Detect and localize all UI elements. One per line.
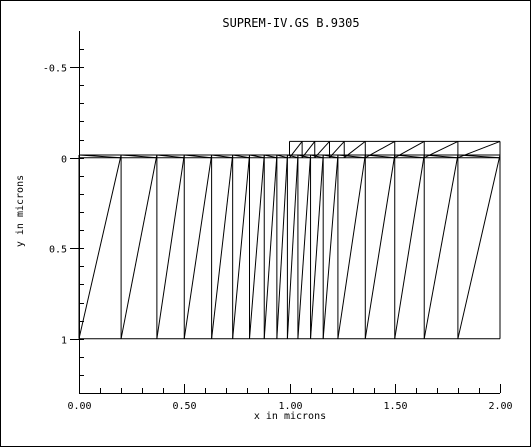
oxide-diagonal-edge bbox=[343, 141, 366, 159]
y-tick-label: 0 bbox=[61, 155, 67, 166]
oxide-diagonal-edge bbox=[424, 140, 459, 159]
mesh-diagonal-edge bbox=[364, 154, 396, 339]
oxide-diagonal-edge bbox=[301, 141, 316, 159]
surface-layer-diagonal bbox=[184, 154, 212, 159]
mesh-diagonal-edge bbox=[337, 154, 366, 339]
mesh-diagonal-edge bbox=[249, 154, 265, 339]
x-tick-label: 2.00 bbox=[488, 401, 512, 412]
x-tick-label: 1.00 bbox=[278, 401, 302, 412]
mesh-diagonal-edge bbox=[183, 154, 213, 339]
surface-layer-diagonal bbox=[156, 154, 185, 159]
mesh-diagonal-edge bbox=[286, 154, 299, 339]
surface-layer-diagonal bbox=[276, 154, 288, 159]
oxide-diagonal-edge bbox=[289, 141, 303, 159]
y-tick-label: 1 bbox=[61, 336, 67, 347]
y-tick-label: -0.5 bbox=[43, 64, 67, 75]
y-axis-label: y in microns bbox=[15, 175, 26, 247]
surface-layer-diagonal bbox=[249, 154, 265, 159]
surface-layer-diagonal bbox=[297, 154, 311, 159]
mesh-diagonal-edge bbox=[310, 154, 324, 339]
surface-layer-diagonal bbox=[211, 154, 233, 159]
surface-layer-diagonal bbox=[287, 154, 299, 159]
mesh-diagonal-edge bbox=[156, 154, 185, 339]
oxide-diagonal-edge bbox=[457, 140, 501, 159]
surface-layer-diagonal bbox=[232, 154, 250, 159]
x-axis-label: x in microns bbox=[254, 411, 326, 422]
mesh-diagonal-edge bbox=[232, 154, 251, 339]
chart-title: SUPREM-IV.GS B.9305 bbox=[222, 16, 359, 30]
surface-layer-diagonal bbox=[264, 154, 277, 159]
mesh-diagonal-edge bbox=[394, 154, 425, 339]
mesh-diagonal-edge bbox=[297, 154, 312, 339]
surface-layer-diagonal bbox=[310, 154, 324, 159]
oxide-diagonal-edge bbox=[394, 140, 425, 159]
surface-layer-diagonal bbox=[121, 154, 157, 159]
y-tick-label: 0.5 bbox=[49, 245, 67, 256]
surface-layer-diagonal bbox=[337, 154, 366, 159]
mesh bbox=[78, 140, 501, 340]
mesh-diagonal-edge bbox=[263, 154, 278, 339]
x-tick-label: 0.00 bbox=[67, 401, 91, 412]
ticks: 0.00 0.50 1.00 1.50 2.00 -0.5 0 0.5 1 bbox=[43, 49, 513, 412]
oxide-diagonal-edge bbox=[365, 140, 395, 159]
mesh-diagonal-edge bbox=[276, 154, 288, 339]
mesh-diagonal-edge bbox=[78, 154, 122, 339]
mesh-diagonal-edge bbox=[322, 154, 339, 339]
surface-layer-diagonal bbox=[78, 154, 122, 159]
oxide-diagonal-edge bbox=[329, 141, 345, 159]
mesh-diagonal-edge bbox=[457, 154, 501, 339]
x-tick-label: 0.50 bbox=[172, 401, 196, 412]
x-tick-label: 1.50 bbox=[383, 401, 407, 412]
mesh-diagonal-edge bbox=[211, 154, 234, 339]
oxide-diagonal-edge bbox=[314, 141, 330, 159]
mesh-diagonal-edge bbox=[120, 154, 158, 339]
mesh-diagonal-edge bbox=[423, 154, 459, 339]
